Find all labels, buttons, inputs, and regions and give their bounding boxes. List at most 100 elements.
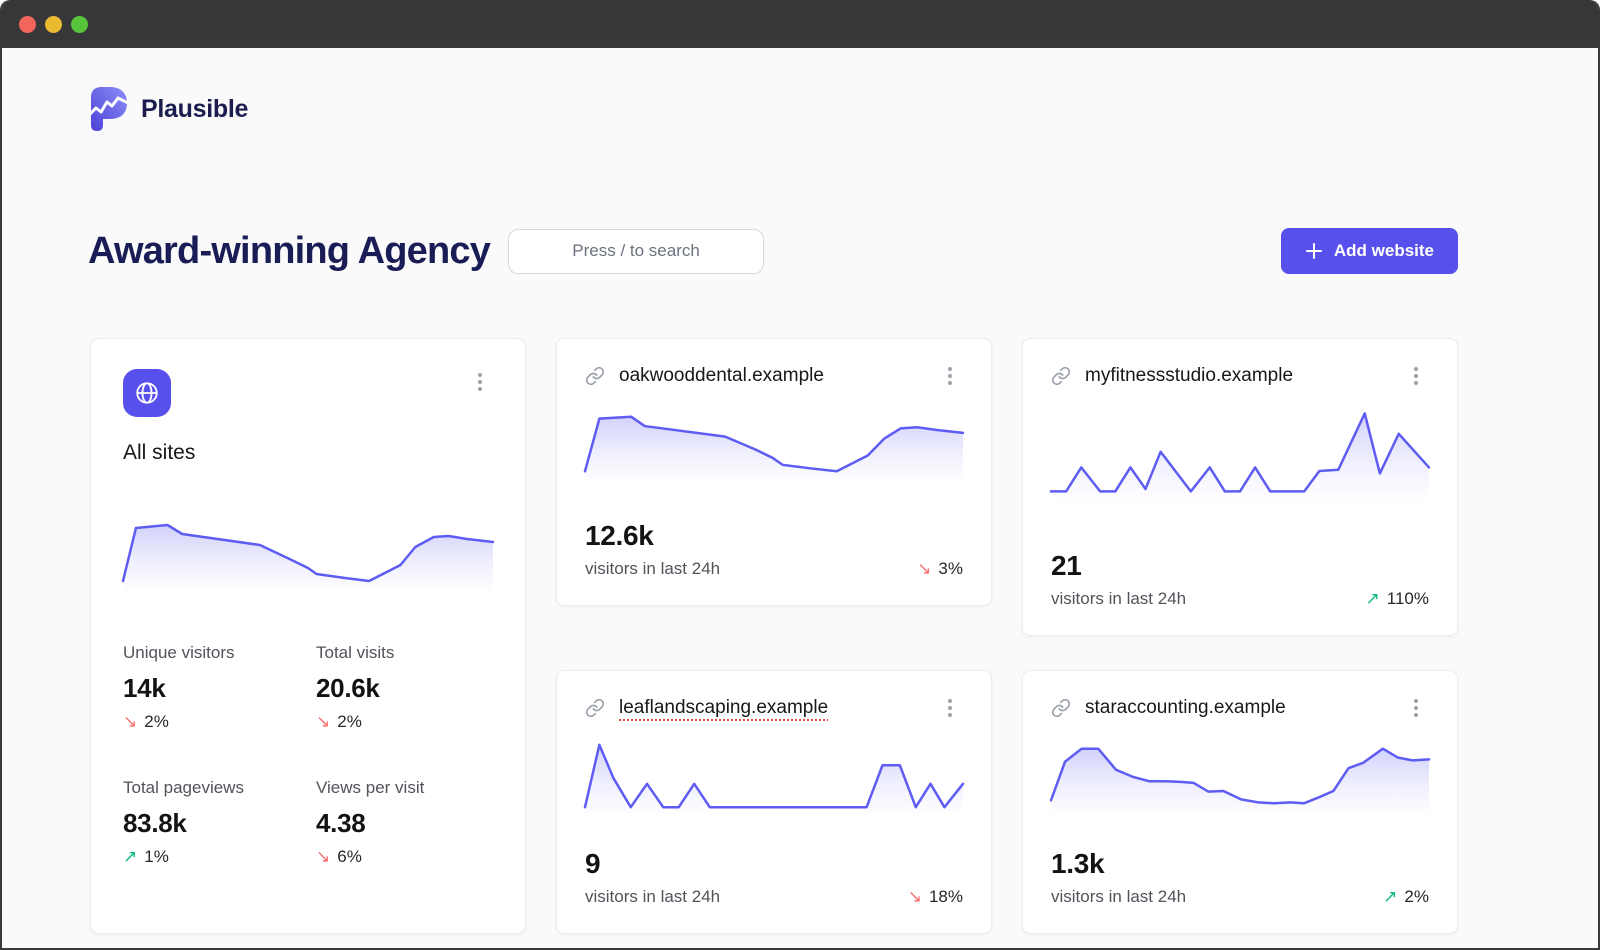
site-card-oakwooddental[interactable]: oakwooddental.example 12.6k visitors in …	[556, 338, 992, 606]
brand-name: Plausible	[141, 94, 249, 123]
page-header: Award-winning Agency Add website	[88, 228, 1458, 274]
add-website-button[interactable]: Add website	[1280, 228, 1458, 274]
change-indicator: ↘ 3%	[917, 559, 963, 579]
card-menu-button[interactable]	[937, 695, 963, 721]
change-indicator: ↗ 2%	[1383, 887, 1429, 907]
stat-label: Unique visitors	[123, 643, 235, 662]
stat-label: Total pageviews	[123, 778, 244, 797]
trend-arrow-icon: ↘	[123, 712, 138, 731]
all-sites-stats: Unique visitors 14k ↘ 2% Total visits 20.…	[123, 643, 493, 867]
kebab-icon	[478, 373, 482, 391]
visitors-caption: visitors in last 24h	[585, 887, 721, 906]
stat-change-value: 1%	[144, 847, 169, 866]
link-icon	[1051, 366, 1071, 386]
card-menu-button[interactable]	[1403, 695, 1429, 721]
visitors-caption: visitors in last 24h	[585, 559, 721, 578]
add-website-label: Add website	[1333, 241, 1434, 260]
cards-grid: All sites Unique visitors 14k ↘ 2% Total …	[90, 338, 1458, 934]
change-value: 2%	[1404, 887, 1429, 906]
site-domain: leaflandscaping.example	[619, 697, 829, 718]
all-sites-sparkline-chart	[123, 513, 493, 593]
trend-arrow-icon: ↘	[316, 712, 331, 731]
change-indicator: ↘ 18%	[908, 887, 963, 907]
logo-mark-icon	[91, 87, 127, 131]
stat-change-value: 2%	[337, 712, 362, 731]
all-sites-card[interactable]: All sites Unique visitors 14k ↘ 2% Total …	[90, 338, 526, 934]
visitors-value: 12.6k	[585, 520, 654, 551]
kebab-icon	[948, 699, 952, 717]
traffic-light-close-button[interactable]	[19, 15, 36, 33]
stat-value: 4.38	[316, 808, 366, 838]
stat-change: ↘ 6%	[316, 847, 493, 867]
traffic-light-zoom-button[interactable]	[71, 15, 88, 33]
kebab-icon	[1414, 699, 1418, 717]
trend-arrow-icon: ↘	[917, 559, 932, 578]
stat-value: 83.8k	[123, 808, 187, 838]
stat-change: ↘ 2%	[123, 712, 300, 732]
site-sparkline-chart	[585, 737, 963, 815]
link-icon	[585, 366, 605, 386]
site-card-header: oakwooddental.example	[585, 363, 963, 389]
site-card-header: myfitnessstudio.example	[1051, 363, 1429, 389]
page-title: Award-winning Agency	[88, 229, 491, 272]
plus-icon	[1305, 243, 1322, 259]
dashboard-page: Plausible Award-winning Agency Add websi…	[2, 86, 1598, 948]
link-icon	[585, 698, 605, 718]
plausible-logo[interactable]: Plausible	[88, 86, 1598, 132]
visitors-value: 21	[1051, 550, 1082, 581]
globe-icon	[123, 369, 171, 417]
kebab-icon	[948, 367, 952, 385]
visitors-value: 1.3k	[1051, 848, 1105, 879]
visitors-caption: visitors in last 24h	[1051, 589, 1187, 608]
card-menu-button[interactable]	[467, 369, 493, 395]
visitors-caption: visitors in last 24h	[1051, 887, 1187, 906]
site-card-myfitnessstudio[interactable]: myfitnessstudio.example 21 visitors in l…	[1022, 338, 1458, 636]
site-domain: oakwooddental.example	[619, 365, 824, 386]
stat-unique-visitors: Unique visitors 14k ↘ 2%	[123, 643, 300, 732]
card-menu-button[interactable]	[937, 363, 963, 389]
site-card-footer: visitors in last 24h ↘ 18%	[585, 887, 963, 907]
trend-arrow-icon: ↘	[907, 887, 922, 906]
trend-arrow-icon: ↗	[123, 847, 138, 866]
all-sites-title: All sites	[123, 441, 196, 464]
site-domain: staraccounting.example	[1085, 697, 1286, 718]
kebab-icon	[1414, 367, 1418, 385]
visitors-value: 9	[585, 848, 601, 879]
site-sparkline-chart	[1051, 405, 1429, 501]
stat-label: Views per visit	[316, 778, 425, 797]
change-value: 18%	[928, 887, 963, 906]
link-icon	[1051, 698, 1071, 718]
stat-label: Total visits	[316, 643, 395, 662]
site-card-leaflandscaping[interactable]: leaflandscaping.example 9 visitors in la…	[556, 670, 992, 934]
site-sparkline-chart	[1051, 737, 1429, 815]
stat-change: ↗ 1%	[123, 847, 300, 867]
stat-views-per-visit: Views per visit 4.38 ↘ 6%	[316, 778, 493, 867]
window-chrome	[2, 0, 1598, 48]
stat-change-value: 2%	[144, 712, 169, 731]
grid-column-2: oakwooddental.example 12.6k visitors in …	[556, 338, 992, 934]
stat-value: 20.6k	[316, 673, 380, 703]
card-menu-button[interactable]	[1403, 363, 1429, 389]
change-indicator: ↗ 110%	[1366, 589, 1429, 609]
site-card-header: leaflandscaping.example	[585, 695, 963, 721]
grid-column-1: All sites Unique visitors 14k ↘ 2% Total …	[90, 338, 526, 934]
search-input[interactable]	[508, 228, 765, 274]
stat-change-value: 6%	[337, 847, 362, 866]
trend-arrow-icon: ↗	[1365, 589, 1380, 608]
grid-column-3: myfitnessstudio.example 21 visitors in l…	[1022, 338, 1458, 934]
stat-change: ↘ 2%	[316, 712, 493, 732]
site-card-staraccounting[interactable]: staraccounting.example 1.3k visitors in …	[1022, 670, 1458, 934]
stat-total-visits: Total visits 20.6k ↘ 2%	[316, 643, 493, 732]
site-card-header: staraccounting.example	[1051, 695, 1429, 721]
site-domain: myfitnessstudio.example	[1085, 365, 1294, 386]
change-value: 3%	[938, 559, 963, 578]
trend-arrow-icon: ↗	[1383, 887, 1398, 906]
all-sites-card-header	[123, 369, 493, 417]
traffic-light-minimize-button[interactable]	[45, 15, 62, 33]
stat-value: 14k	[123, 673, 166, 703]
site-card-footer: visitors in last 24h ↗ 110%	[1051, 589, 1429, 609]
stat-total-pageviews: Total pageviews 83.8k ↗ 1%	[123, 778, 300, 867]
trend-arrow-icon: ↘	[316, 847, 331, 866]
site-sparkline-chart	[585, 405, 963, 483]
